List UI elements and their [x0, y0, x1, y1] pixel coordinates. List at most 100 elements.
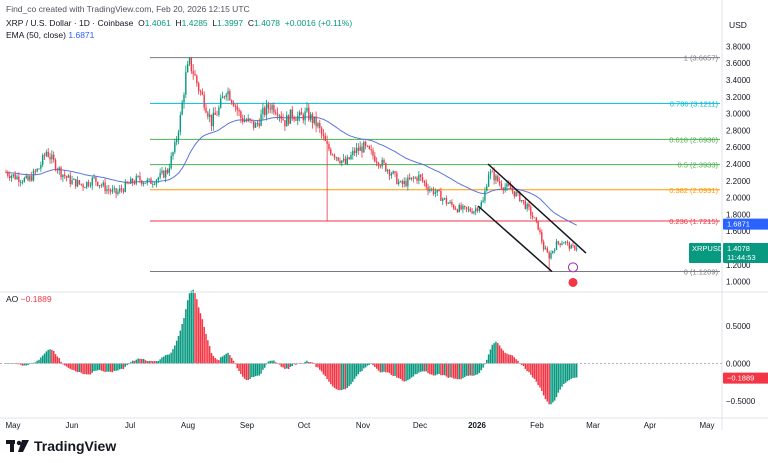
- ao-bar: [375, 363, 378, 369]
- candle-body: [352, 150, 354, 156]
- price-tick-label: 3.0000: [726, 110, 751, 119]
- ao-bar: [207, 340, 209, 364]
- fibonacci-levels: 1 (3.6657) 0.786 (3.1211) 0.618 (2.6936) 0.…: [150, 54, 720, 276]
- ao-bar: [530, 363, 532, 375]
- ao-bar: [267, 361, 270, 364]
- candle-body: [497, 175, 499, 182]
- ao-bar: [172, 349, 174, 364]
- candle-body: [322, 133, 325, 136]
- candle-body: [150, 178, 152, 185]
- flag-us-icon: [568, 277, 578, 287]
- ao-bar: [374, 363, 376, 367]
- ao-bar: [271, 360, 273, 364]
- candle-body: [539, 229, 541, 233]
- candle-body: [190, 57, 193, 72]
- ao-bar: [102, 363, 105, 372]
- candle-body: [482, 200, 484, 203]
- ao-bar: [225, 353, 227, 364]
- candle-body: [139, 176, 141, 181]
- candle-body: [414, 177, 416, 179]
- ao-bar: [38, 359, 40, 364]
- time-tick-label: Aug: [181, 421, 195, 430]
- ao-bar: [495, 341, 497, 364]
- candle-body: [370, 149, 372, 151]
- candle-body: [465, 206, 468, 209]
- candle-body: [535, 217, 538, 221]
- ao-bar: [443, 363, 446, 376]
- ao-bar: [280, 363, 282, 367]
- ao-bar: [192, 289, 194, 364]
- ao-bar: [539, 363, 541, 388]
- ao-bar: [164, 355, 167, 364]
- ao-bar: [350, 363, 352, 385]
- candle-body: [519, 191, 521, 202]
- candle-body: [122, 189, 125, 192]
- candle-body: [133, 183, 136, 184]
- candle-body: [456, 209, 459, 212]
- candle-body: [221, 96, 224, 99]
- ao-bar: [21, 363, 24, 366]
- ao-bar: [330, 363, 332, 385]
- ao-bar: [210, 353, 213, 364]
- ema-line: [5, 116, 577, 226]
- ao-bar: [418, 363, 420, 373]
- tradingview-logo-icon: [6, 440, 29, 452]
- ao-bar: [416, 363, 418, 375]
- ao-bar: [344, 363, 347, 390]
- candle-body: [102, 182, 104, 186]
- candle-body: [188, 57, 191, 65]
- ao-bar: [223, 355, 226, 364]
- candle-body: [528, 203, 530, 208]
- ao-bar: [155, 361, 158, 364]
- candle-body: [568, 242, 571, 249]
- ao-bar: [84, 363, 86, 375]
- price-tick-label: 1.0000: [726, 278, 751, 287]
- ao-bar: [122, 363, 125, 370]
- candle-body: [342, 158, 345, 161]
- ao-bar: [258, 363, 260, 376]
- candle-body: [575, 248, 578, 250]
- candle-body: [197, 83, 200, 92]
- ao-bar: [526, 363, 528, 372]
- ao-bar: [537, 363, 539, 386]
- candle-body: [25, 175, 27, 179]
- candle-body: [86, 181, 88, 188]
- ao-bar: [166, 354, 169, 364]
- ao-bar: [234, 363, 237, 365]
- candle-body: [242, 118, 244, 122]
- ao-bar: [74, 363, 77, 372]
- candle-body: [467, 208, 470, 210]
- ao-bar: [10, 363, 13, 364]
- price-tick-label: 2.6000: [726, 143, 751, 152]
- candle-body: [166, 170, 169, 173]
- candle-body: [420, 174, 422, 177]
- candle-body: [298, 112, 301, 116]
- time-tick-label: Feb: [530, 421, 544, 430]
- ao-bar: [546, 363, 549, 402]
- candle-body: [49, 156, 51, 160]
- ao-bar: [218, 360, 220, 364]
- ao-bar: [542, 363, 545, 396]
- price-tick-label: 1.8000: [726, 210, 751, 219]
- ao-bar: [456, 363, 459, 380]
- ao-bar: [528, 363, 530, 373]
- symbol-tag-text: XRPUSD: [692, 244, 724, 253]
- candle-body: [119, 188, 121, 192]
- candle-body: [179, 114, 182, 133]
- ao-bar: [506, 353, 508, 364]
- ao-bar: [93, 363, 95, 371]
- candle-body: [214, 112, 216, 115]
- ao-bar: [65, 363, 68, 367]
- candle-body: [410, 177, 413, 180]
- candle-body: [553, 249, 556, 251]
- candle-body: [234, 106, 237, 107]
- ao-bar: [124, 363, 127, 367]
- ao-bar: [403, 363, 405, 382]
- price-tick-label: 2.8000: [726, 126, 751, 135]
- candle-body: [152, 183, 154, 185]
- ao-bar: [359, 363, 361, 372]
- candle-body: [227, 91, 229, 95]
- ao-bar: [117, 363, 119, 371]
- candle-body: [293, 117, 295, 120]
